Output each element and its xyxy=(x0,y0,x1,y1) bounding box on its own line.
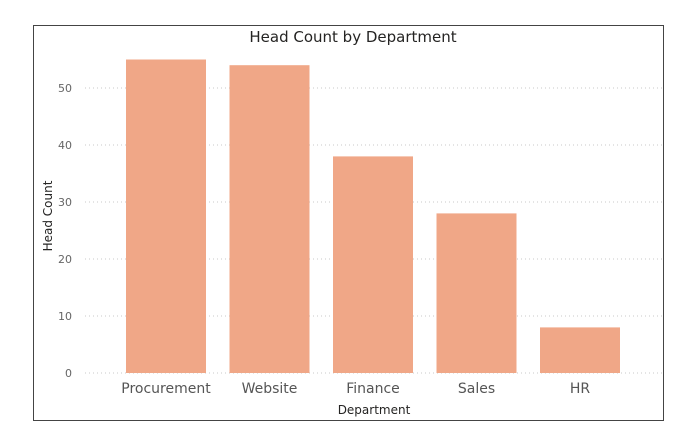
x-tick-label: Finance xyxy=(346,381,400,397)
x-axis-title: Department xyxy=(338,403,411,417)
y-axis-title: Head Count xyxy=(41,180,55,251)
y-tick-label: 20 xyxy=(58,253,72,266)
x-tick-label: Website xyxy=(242,381,298,397)
y-tick-label: 50 xyxy=(58,82,72,95)
x-tick-label: Sales xyxy=(458,381,495,397)
bar-website[interactable] xyxy=(229,65,310,373)
x-axis-categories: Procurement Website Finance Sales HR xyxy=(121,381,590,397)
bar-sales[interactable] xyxy=(436,213,517,373)
y-tick-label: 0 xyxy=(65,367,72,380)
bar-procurement[interactable] xyxy=(126,59,206,374)
bar-hr[interactable] xyxy=(540,327,620,373)
x-tick-label: Procurement xyxy=(121,381,211,397)
bar-finance[interactable] xyxy=(333,156,413,373)
y-tick-label: 30 xyxy=(58,196,72,209)
bars xyxy=(126,59,620,374)
y-tick-label: 10 xyxy=(58,310,72,323)
y-tick-label: 40 xyxy=(58,139,72,152)
chart-title: Head Count by Department xyxy=(249,28,456,46)
y-axis-ticks: 0 10 20 30 40 50 xyxy=(58,82,72,380)
x-tick-label: HR xyxy=(570,381,591,397)
